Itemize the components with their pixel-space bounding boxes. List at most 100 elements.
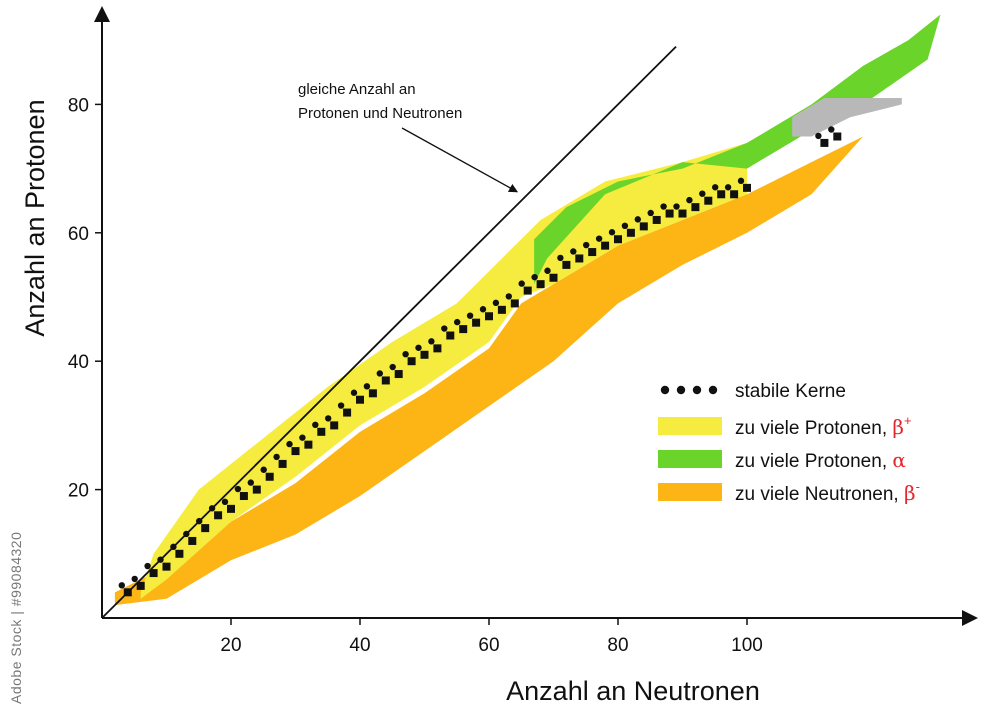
stable-nucleus-point xyxy=(368,389,377,398)
stable-nucleus-point xyxy=(472,318,481,327)
nuclide-regions xyxy=(114,14,941,606)
stable-nucleus-point xyxy=(575,254,584,263)
legend-swatch-beta-plus xyxy=(658,417,722,435)
stable-nucleus-dot xyxy=(299,434,306,441)
stable-nucleus-dot xyxy=(647,209,654,217)
x-axis-arrow xyxy=(962,610,978,626)
stable-nucleus-dot xyxy=(337,402,345,409)
stable-nucleus-point xyxy=(149,569,158,578)
region-alpha xyxy=(534,14,941,285)
stable-nucleus-point xyxy=(743,183,751,192)
stable-nucleus-point xyxy=(730,190,739,199)
stable-nucleus-point xyxy=(175,549,184,558)
stable-nucleus-point xyxy=(162,562,171,571)
stable-nucleus-point xyxy=(420,350,429,359)
stable-nucleus-dot xyxy=(247,479,254,486)
legend-marker-stable xyxy=(708,385,718,395)
stable-nucleus-dot xyxy=(350,389,358,396)
stable-nucleus-point xyxy=(601,241,610,250)
y-tick-label: 60 xyxy=(68,224,89,245)
region-beta-plus xyxy=(140,142,747,599)
stable-nucleus-point xyxy=(459,325,468,334)
legend-greek-beta-plus: β xyxy=(892,415,904,439)
stable-nucleus-point xyxy=(433,344,442,353)
stable-nucleus-dot xyxy=(660,203,667,210)
stable-nucleus-point xyxy=(201,524,210,533)
legend-greek-alpha: α xyxy=(892,448,906,472)
stable-nucleus-dot xyxy=(221,498,229,506)
stable-nucleus-point xyxy=(665,209,674,218)
stable-nucleus-dot xyxy=(712,184,719,191)
x-axis-label: Anzahl an Neutronen xyxy=(506,676,760,706)
stable-nucleus-dot xyxy=(312,421,319,429)
stable-nucleus-point xyxy=(278,459,287,468)
stable-nucleus-point xyxy=(330,421,339,430)
stable-nucleus-point xyxy=(188,536,197,545)
stable-nucleus-point xyxy=(407,357,416,366)
stable-nucleus-dot xyxy=(570,248,577,255)
stable-nucleus-point xyxy=(356,395,364,404)
stable-nucleus-point xyxy=(523,286,532,295)
stable-nucleus-dot xyxy=(428,338,435,345)
stable-nucleus-dot xyxy=(273,453,280,461)
stable-nucleus-point xyxy=(704,196,713,205)
annotation-line-1: gleiche Anzahl an xyxy=(298,81,416,98)
legend-sup-beta-minus: - xyxy=(916,479,920,494)
x-ticks: 20 40 60 80 100 xyxy=(220,618,763,656)
stable-nucleus-point xyxy=(678,209,687,218)
stable-nucleus-point xyxy=(833,132,842,141)
legend-marker-stable xyxy=(692,385,702,395)
legend-greek-beta-minus: β xyxy=(904,481,916,505)
stable-nucleus-point xyxy=(291,447,300,456)
y-axis-arrow xyxy=(94,6,110,22)
stable-nucleus-point xyxy=(239,492,248,501)
stable-nucleus-point xyxy=(446,331,455,340)
stable-nucleus-dot xyxy=(466,312,474,319)
legend: stabile Kerne zu viele Protonen, β+ zu vie… xyxy=(658,381,920,505)
y-tick-label: 80 xyxy=(68,95,89,116)
stable-nucleus-dot xyxy=(544,267,551,274)
stable-nucleus-point xyxy=(214,511,223,520)
stable-nucleus-point xyxy=(252,485,261,494)
stable-nucleus-dot xyxy=(828,126,835,133)
legend-label-alpha: zu viele Protonen, α xyxy=(735,448,906,472)
stable-nucleus-point xyxy=(497,305,506,314)
stable-nucleus-dot xyxy=(634,216,641,223)
watermark-text: Adobe Stock | #99084320 xyxy=(8,531,24,704)
annotation-line-2: Protonen und Neutronen xyxy=(298,105,462,122)
stable-nucleus-point xyxy=(304,440,313,449)
stable-nucleus-dot xyxy=(389,363,396,371)
stable-nucleus-point xyxy=(510,299,519,308)
legend-marker-stable xyxy=(660,385,670,395)
stable-nucleus-dot xyxy=(118,582,126,589)
x-tick-label: 20 xyxy=(220,635,241,656)
stable-nucleus-dot xyxy=(286,440,293,448)
stable-nucleus-point xyxy=(717,190,726,199)
axes xyxy=(94,6,978,626)
stable-nucleus-dot xyxy=(260,466,267,473)
y-axis-label: Anzahl an Protonen xyxy=(20,99,50,336)
stable-nucleus-dot xyxy=(441,325,448,332)
legend-label-stable: stabile Kerne xyxy=(735,381,846,402)
stable-nucleus-dot xyxy=(595,235,603,242)
stable-nucleus-dot xyxy=(505,293,512,300)
stable-nucleus-point xyxy=(136,581,145,590)
stable-nucleus-point xyxy=(536,280,545,289)
stable-nucleus-point xyxy=(343,408,352,417)
stable-nucleus-point xyxy=(820,138,829,147)
stable-nucleus-dot xyxy=(518,280,525,287)
x-tick-label: 80 xyxy=(607,635,628,656)
stable-nucleus-dot xyxy=(402,351,409,358)
stable-nucleus-dot xyxy=(621,222,629,229)
stable-nucleus-dot xyxy=(479,306,487,313)
stable-nucleus-dot xyxy=(557,254,564,262)
legend-marker-stable xyxy=(676,385,686,395)
stable-nucleus-point xyxy=(317,427,326,436)
x-tick-label: 60 xyxy=(478,635,499,656)
stable-nucleus-dot xyxy=(363,383,371,390)
y-ticks: 20 40 60 80 xyxy=(68,95,102,502)
stable-nucleus-dot xyxy=(325,415,332,422)
stable-nucleus-dot xyxy=(492,299,500,307)
stable-nucleus-point xyxy=(562,260,571,269)
